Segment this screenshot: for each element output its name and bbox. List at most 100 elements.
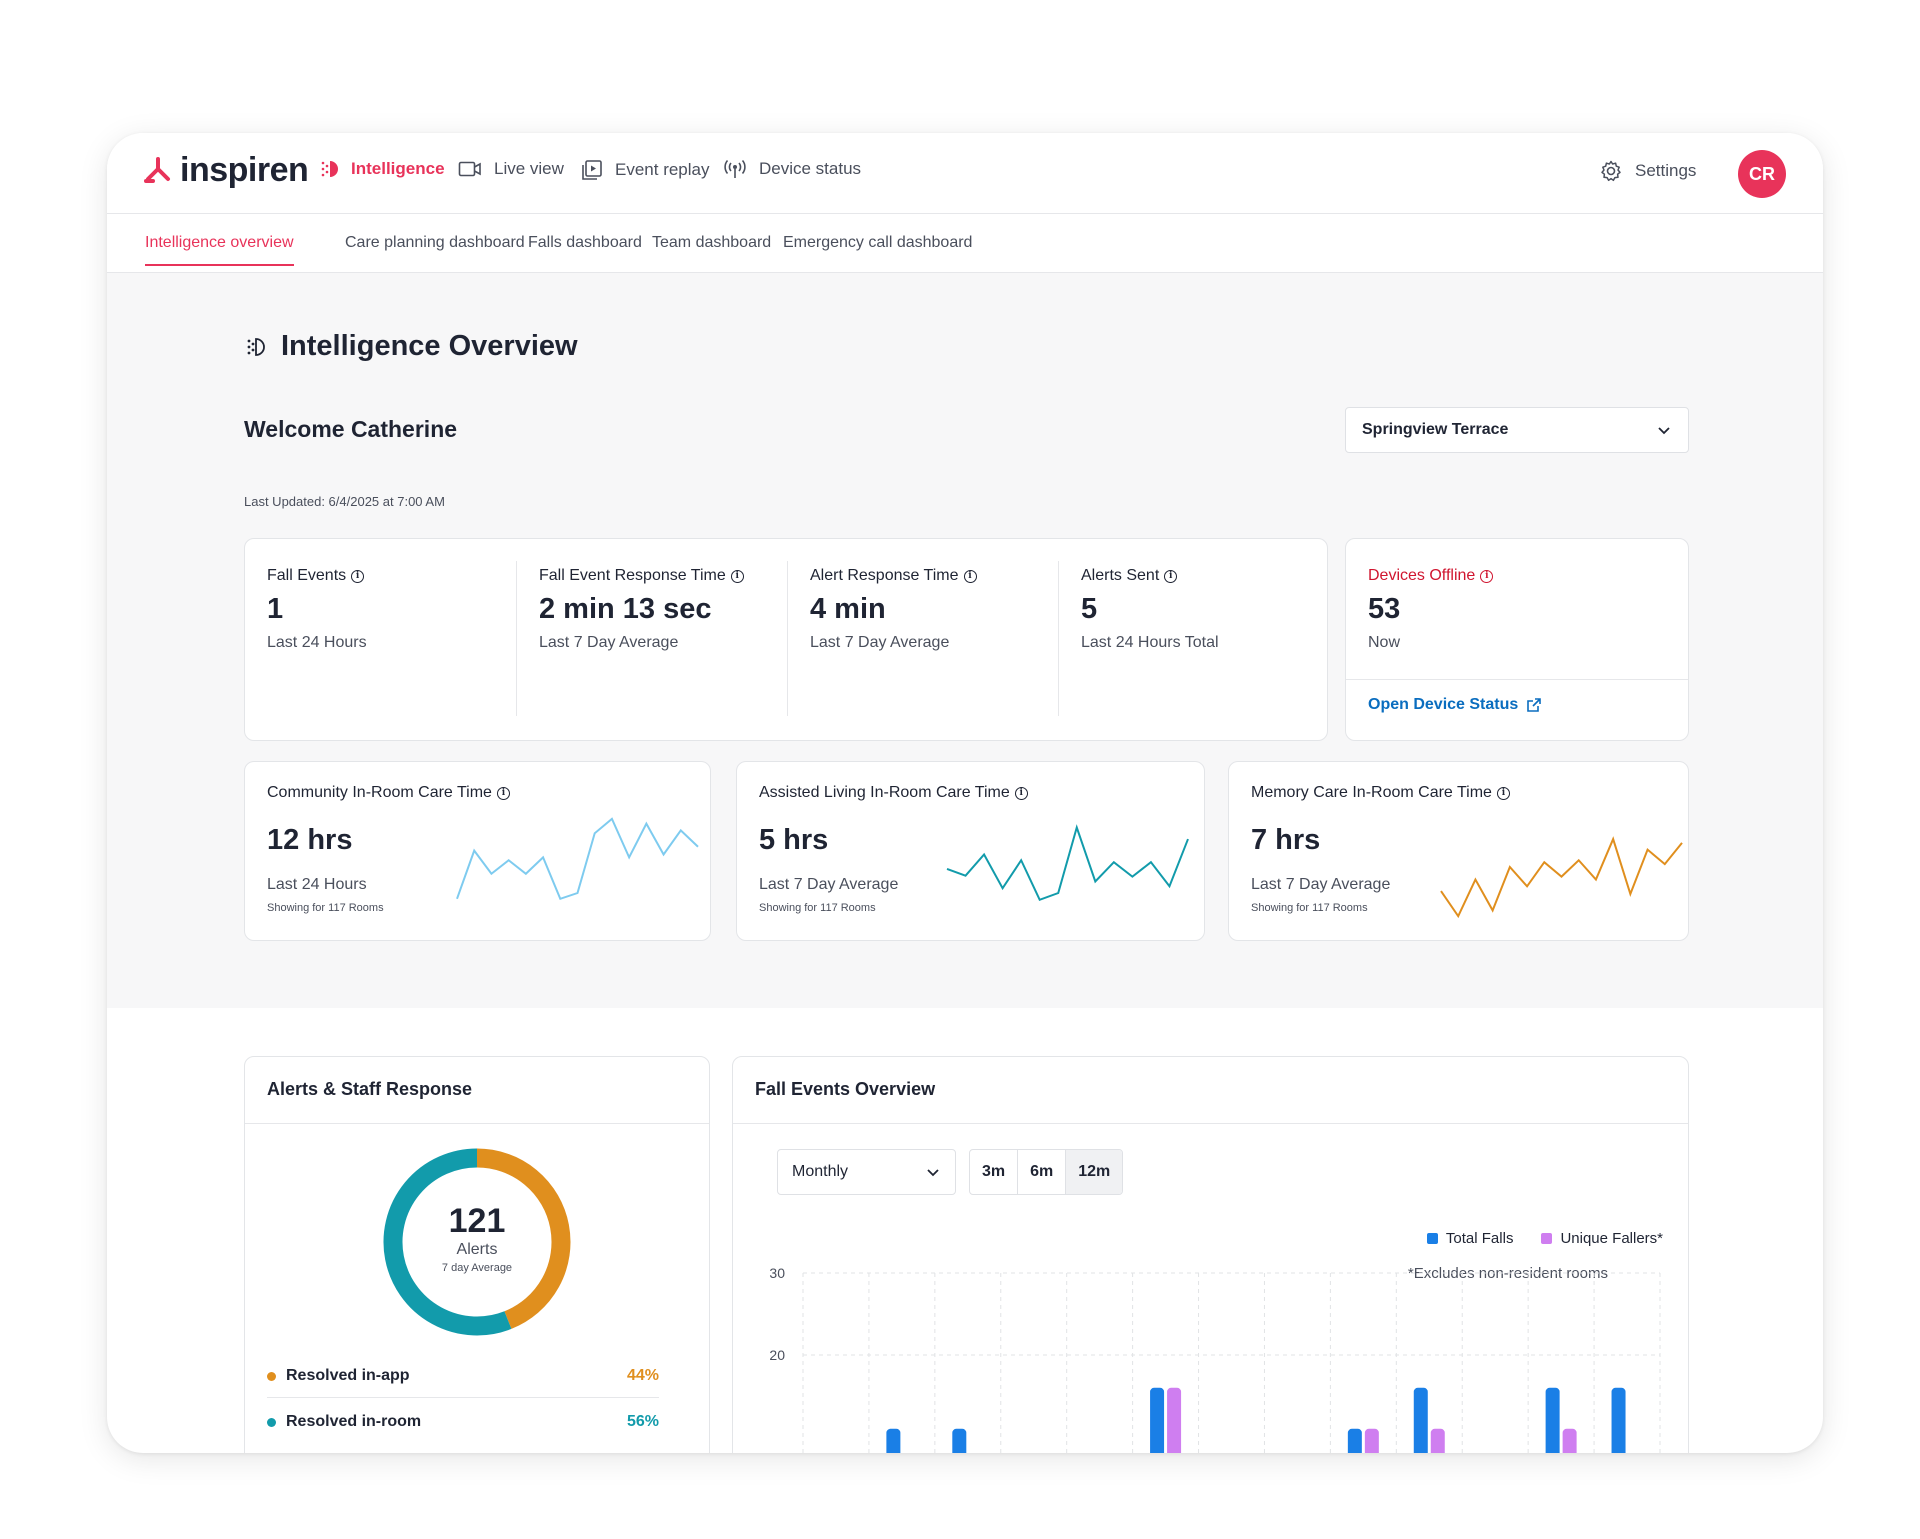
divider — [245, 1123, 709, 1124]
stat-devices-offline: Devices Offline i 53 Now — [1368, 567, 1494, 652]
card-sub: Last 7 Day Average — [759, 876, 899, 893]
info-icon[interactable]: i — [1014, 786, 1028, 800]
legend-total-falls: Total Falls — [1426, 1230, 1514, 1247]
page-title-text: Intelligence Overview — [281, 330, 578, 362]
range-12m[interactable]: 12m — [1066, 1150, 1123, 1194]
card-note: Showing for 117 Rooms — [267, 902, 384, 914]
legend-resolved-in-room: Resolved in-room 56% — [267, 1413, 659, 1431]
stat-label: Devices Offline — [1368, 567, 1476, 584]
stat-fall-events: Fall Events i 1 Last 24 Hours — [267, 567, 367, 652]
divider — [733, 1123, 1688, 1124]
period-value: Monthly — [792, 1163, 849, 1180]
divider — [516, 561, 517, 716]
bar-total-falls — [886, 1428, 901, 1453]
brand-logo[interactable]: inspiren — [144, 151, 309, 190]
alerts-donut-chart — [383, 1148, 571, 1336]
stat-label: Fall Event Response Time — [539, 567, 726, 584]
legend-label: Total Falls — [1445, 1230, 1514, 1247]
inspiren-logo-icon — [144, 156, 170, 183]
sub-nav: Intelligence overview Care planning dash… — [107, 214, 1823, 273]
legend-dot — [267, 1371, 276, 1381]
info-icon[interactable]: i — [963, 569, 977, 583]
facility-value: Springview Terrace — [1362, 421, 1509, 438]
nav-settings[interactable]: Settings — [1599, 159, 1696, 183]
open-device-status-link[interactable]: Open Device Status — [1368, 696, 1542, 714]
fall-events-bar-chart: 30 20 — [769, 1265, 1661, 1453]
nav-live-view[interactable]: Live view — [458, 159, 564, 179]
bar-unique-fallers — [1364, 1428, 1379, 1453]
welcome-heading: Welcome Catherine — [244, 416, 458, 442]
broadcast-icon — [724, 159, 746, 178]
nav-label: Device status — [759, 159, 862, 178]
chart-legend: Total Falls Unique Fallers* — [1426, 1230, 1663, 1247]
sparkline-series — [1440, 836, 1683, 919]
stat-value: 2 min 13 sec — [539, 593, 712, 625]
legend-pct: 56% — [626, 1413, 659, 1430]
divider — [267, 1397, 659, 1398]
nav-event-replay[interactable]: Event replay — [581, 159, 710, 181]
stat-sub: Last 24 Hours Total — [1081, 634, 1219, 651]
legend-resolved-in-app: Resolved in-app 44% — [267, 1367, 659, 1385]
intelligence-icon — [321, 161, 338, 177]
stat-sub: Last 7 Day Average — [539, 634, 679, 651]
range-3m[interactable]: 3m — [970, 1150, 1019, 1194]
stat-sub: Last 7 Day Average — [810, 634, 950, 651]
card-value: 5 hrs — [759, 824, 829, 856]
card-label: Assisted Living In-Room Care Time — [759, 784, 1010, 801]
card-label: Memory Care In-Room Care Time — [1251, 784, 1492, 801]
facility-select[interactable]: Springview Terrace — [1345, 407, 1689, 453]
info-icon[interactable]: i — [351, 569, 365, 583]
link-label: Open Device Status — [1368, 696, 1519, 713]
bar-total-falls — [1545, 1387, 1560, 1453]
settings-label: Settings — [1635, 161, 1697, 180]
avatar[interactable]: CR — [1738, 150, 1786, 198]
memory-care-time-card: Memory Care In-Room Care Time i 7 hrs Las… — [1228, 761, 1689, 941]
chevron-down-icon — [1658, 427, 1670, 435]
intelligence-icon — [247, 337, 265, 356]
info-icon[interactable]: i — [1496, 786, 1510, 800]
bar-unique-fallers — [1430, 1428, 1445, 1453]
info-icon[interactable]: i — [1480, 569, 1494, 583]
divider — [1058, 561, 1059, 716]
tab-emergency-call-dashboard[interactable]: Emergency call dashboard — [783, 234, 973, 251]
card-label: Community In-Room Care Time — [267, 784, 492, 801]
stat-value: 1 — [267, 593, 284, 625]
stat-sub: Last 24 Hours — [267, 634, 367, 651]
range-6m[interactable]: 6m — [1018, 1150, 1067, 1194]
bar-total-falls — [1611, 1387, 1626, 1453]
info-icon[interactable]: i — [496, 786, 510, 800]
card-sub: Last 7 Day Average — [1251, 876, 1391, 893]
donut-center: 121 Alerts 7 day Average — [380, 1202, 574, 1274]
donut-segment — [383, 1148, 512, 1336]
card-value: 12 hrs — [267, 824, 353, 856]
external-link-icon — [1527, 698, 1542, 712]
info-icon[interactable]: i — [730, 569, 744, 583]
stat-label: Alert Response Time — [810, 567, 959, 584]
memory-care-sparkline — [1440, 836, 1683, 919]
period-select[interactable]: Monthly — [777, 1149, 956, 1195]
page-title: Intelligence Overview — [245, 330, 578, 363]
panel-title: Fall Events Overview — [755, 1079, 936, 1099]
stat-value: 5 — [1081, 593, 1098, 625]
tab-intelligence-overview[interactable]: Intelligence overview — [145, 234, 294, 266]
stats-card: Fall Events i 1 Last 24 Hours Fall Event … — [244, 538, 1328, 741]
nav-intelligence[interactable]: Intelligence — [319, 159, 445, 179]
tab-care-planning-dashboard[interactable]: Care planning dashboard — [345, 234, 525, 251]
info-icon[interactable]: i — [1164, 569, 1178, 583]
replay-icon — [582, 160, 602, 180]
tab-falls-dashboard[interactable]: Falls dashboard — [528, 234, 642, 251]
stat-alert-response-time: Alert Response Time i 4 min Last 7 Day Av… — [810, 567, 977, 652]
card-note: Showing for 117 Rooms — [759, 902, 876, 914]
nav-device-status[interactable]: Device status — [723, 159, 861, 179]
tab-team-dashboard[interactable]: Team dashboard — [652, 234, 772, 251]
divider — [1346, 679, 1688, 680]
alerts-unit: Alerts — [456, 1241, 498, 1258]
video-camera-icon — [458, 161, 481, 177]
donut-segment — [476, 1148, 571, 1329]
range-toggle: 3m 6m 12m — [969, 1149, 1124, 1195]
stat-value: 4 min — [810, 593, 886, 625]
bar-total-falls — [952, 1428, 967, 1453]
nav-label: Event replay — [615, 160, 710, 179]
bar-total-falls — [1347, 1428, 1362, 1453]
brand-name: inspiren — [180, 151, 309, 189]
